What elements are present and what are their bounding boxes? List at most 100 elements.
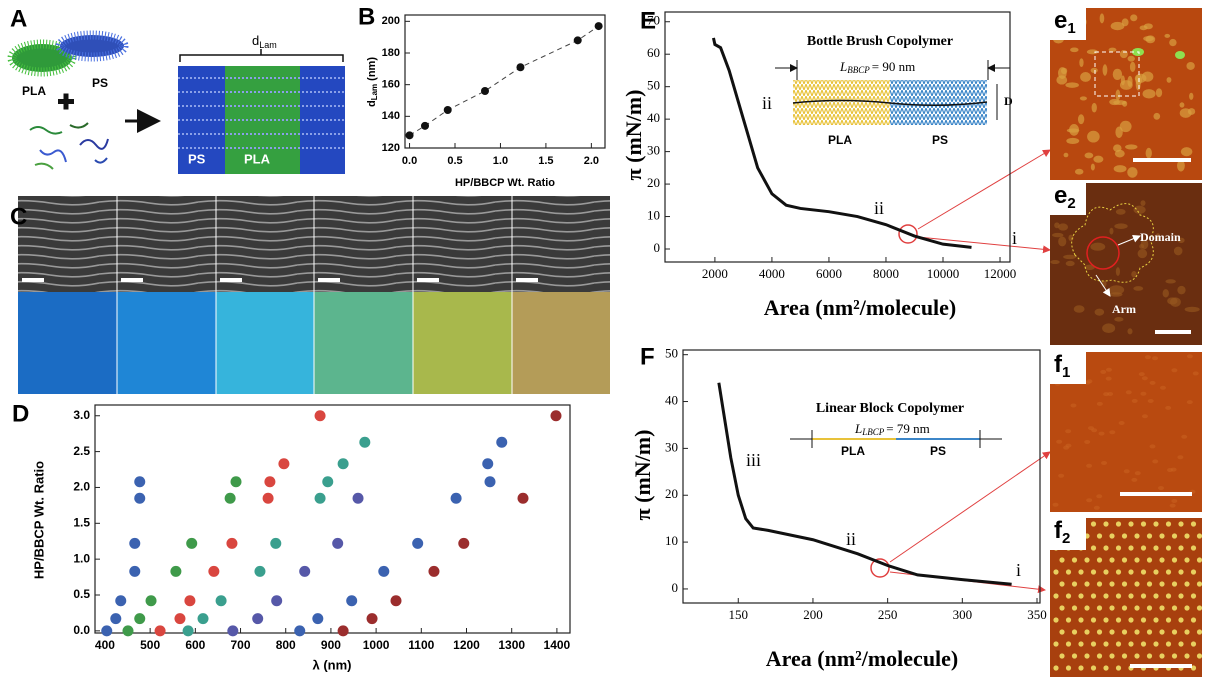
afm-grain xyxy=(1105,376,1112,381)
x-tick-label: 2.0 xyxy=(584,155,599,167)
inset-e: Bottle Brush Copolymer LBBCP = 90 nm D PL… xyxy=(775,34,1051,254)
shape xyxy=(94,157,108,164)
afm-dot xyxy=(1140,521,1147,527)
image-label: f1 xyxy=(1054,351,1070,381)
point xyxy=(337,458,349,470)
afm-dot xyxy=(1165,521,1172,527)
afm-dot xyxy=(1103,545,1109,551)
shape xyxy=(314,292,413,394)
plot-frame xyxy=(682,349,1041,604)
afm-grain xyxy=(1181,434,1188,439)
afm-grain xyxy=(1166,77,1172,83)
afm-dot xyxy=(1103,617,1109,623)
afm-dot xyxy=(1184,629,1190,635)
point xyxy=(573,36,582,45)
afm-grain xyxy=(1114,223,1128,229)
ps-text: PS xyxy=(92,76,108,90)
afm-dot xyxy=(1165,641,1172,647)
afm-grain xyxy=(1118,421,1125,426)
afm-grain xyxy=(1114,149,1125,158)
afm-grain xyxy=(1175,51,1185,59)
afm-grain xyxy=(1133,286,1144,291)
afm-grain xyxy=(1177,285,1186,295)
point xyxy=(101,625,113,637)
highlight xyxy=(898,224,918,244)
afm-dot xyxy=(1096,653,1103,659)
segment-label: PLA xyxy=(841,444,865,458)
afm-dot xyxy=(1121,629,1128,635)
afm-grain xyxy=(1086,379,1093,384)
point xyxy=(484,476,496,488)
x-tick-label: 0.0 xyxy=(402,155,417,167)
afm-dot xyxy=(1078,617,1084,623)
afm-dot xyxy=(1090,521,1097,527)
y-tick-label: 120 xyxy=(382,142,400,154)
image-label-sub: 1 xyxy=(1067,20,1075,37)
point xyxy=(174,613,186,625)
afm-grain xyxy=(1135,78,1141,91)
arrow xyxy=(1117,234,1141,246)
afm-grain xyxy=(1155,88,1163,98)
shape xyxy=(69,122,89,129)
image-label: f2 xyxy=(1054,517,1070,547)
segment-label: PLA xyxy=(828,133,852,147)
x-tick-label: 150 xyxy=(729,607,749,622)
afm-dot xyxy=(1153,545,1159,551)
x-tick-label: 500 xyxy=(140,638,160,652)
afm-dot xyxy=(1115,593,1122,599)
image-label-box xyxy=(1050,183,1086,215)
afm-dot xyxy=(1115,569,1122,575)
point xyxy=(428,565,440,577)
afm-dot xyxy=(1103,665,1109,671)
y-tick-label: 30 xyxy=(647,143,660,158)
shape: Lam xyxy=(259,40,277,50)
afm-grain xyxy=(1157,486,1164,491)
image-label-letter: f xyxy=(1054,351,1063,378)
afm-dot xyxy=(1084,581,1090,587)
afm-dot xyxy=(1134,629,1140,635)
afm-dot xyxy=(1140,641,1147,647)
afm-dot xyxy=(1128,641,1134,647)
highlight xyxy=(870,558,890,578)
afm-grain xyxy=(1108,47,1117,52)
inset-length: LLBCP = 79 nm xyxy=(854,421,930,437)
y-tick-label: 0.5 xyxy=(73,587,90,601)
shape xyxy=(117,292,216,394)
point xyxy=(184,595,196,607)
domain-label: Domain xyxy=(1140,230,1181,244)
afm-grain xyxy=(1119,80,1133,90)
afm-dot xyxy=(1196,557,1203,563)
scale-bar xyxy=(1120,492,1192,496)
point xyxy=(278,458,290,470)
afm-dot xyxy=(1121,581,1128,587)
afm-dot xyxy=(1096,581,1103,587)
afm-dot xyxy=(1059,605,1065,611)
panel-a: A PLA PS dLam PS PLA xyxy=(7,5,345,174)
image-label: e1 xyxy=(1054,7,1076,37)
bracket xyxy=(179,49,344,62)
x-axis-title: λ (nm) xyxy=(313,657,352,672)
point xyxy=(182,625,194,637)
x-tick-label: 10000 xyxy=(927,266,960,281)
panel-label: E xyxy=(640,7,656,34)
x-tick-label: 8000 xyxy=(873,266,899,281)
afm-grain xyxy=(1177,237,1185,244)
annotation: i xyxy=(1016,560,1021,580)
panel-label: F xyxy=(640,343,655,370)
afm-grain xyxy=(1065,429,1072,434)
x-tick-label: 350 xyxy=(1027,607,1047,622)
point xyxy=(230,476,242,488)
afm-dot xyxy=(1053,593,1059,599)
afm-dot xyxy=(1090,641,1097,647)
afm-dot xyxy=(1059,557,1065,563)
point xyxy=(550,410,562,422)
x-axis-title: HP/BBCP Wt. Ratio xyxy=(455,177,555,189)
x-tick-label: 1400 xyxy=(544,638,571,652)
afm-dot xyxy=(1184,533,1190,539)
inset-title: Linear Block Copolymer xyxy=(816,401,964,416)
afm-dot xyxy=(1090,569,1097,575)
afm-grain xyxy=(1170,297,1181,307)
afm-grain xyxy=(1155,233,1161,241)
d-label: D xyxy=(1004,94,1013,108)
shape: = 90 nm xyxy=(872,59,915,74)
